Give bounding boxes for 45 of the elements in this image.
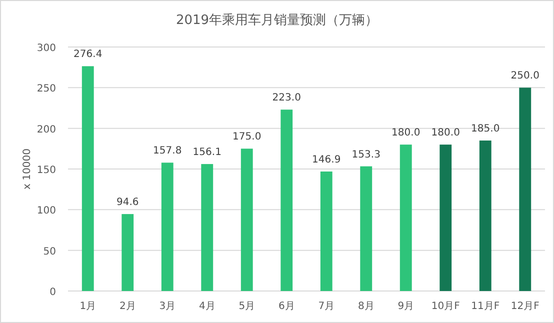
- data-label: 223.0: [272, 92, 301, 104]
- data-label: 180.0: [431, 128, 460, 139]
- data-label: 94.6: [116, 197, 139, 208]
- data-label: 146.9: [312, 154, 341, 166]
- bar: [240, 148, 253, 291]
- data-label: 185.0: [471, 124, 500, 135]
- y-tick-label: 150: [36, 165, 56, 176]
- bar: [440, 144, 452, 291]
- y-tick-label: 300: [36, 43, 56, 54]
- bar: [320, 172, 332, 291]
- bar: [201, 164, 214, 291]
- y-tick-label: 0: [50, 287, 56, 298]
- bar: [400, 144, 412, 291]
- bar: [479, 140, 492, 291]
- y-axis-title: x 10000: [22, 148, 33, 190]
- data-label: 276.4: [74, 49, 102, 60]
- x-tick-label: 11月F: [471, 301, 500, 312]
- data-label: 157.8: [153, 146, 182, 157]
- bar: [161, 162, 174, 291]
- data-label: 250.0: [510, 70, 540, 82]
- bar: [280, 110, 293, 291]
- x-tick-label: 9月: [398, 301, 414, 312]
- x-tick-label: 8月: [358, 301, 374, 312]
- x-tick-label: 1月: [80, 301, 96, 312]
- data-label: 156.1: [192, 147, 222, 158]
- bar: [122, 214, 134, 291]
- chart-title: 2019年乘用车月销量预测（万辆）: [176, 13, 378, 28]
- bar: [360, 166, 372, 291]
- x-tick-label: 7月: [318, 301, 335, 312]
- data-label: 175.0: [232, 132, 262, 143]
- x-tick-label: 4月: [198, 301, 216, 312]
- data-label: 180.0: [392, 128, 420, 139]
- x-tick-label: 6月: [278, 301, 295, 312]
- y-tick-label: 100: [36, 206, 56, 217]
- data-label: 153.3: [352, 149, 380, 160]
- x-tick-label: 3月: [159, 301, 176, 312]
- y-tick-label: 200: [36, 124, 56, 136]
- x-tick-label: 10月F: [431, 301, 460, 312]
- y-tick-label: 50: [43, 246, 56, 258]
- bar: [519, 88, 532, 291]
- x-tick-label: 2月: [119, 301, 136, 312]
- bar: [82, 66, 94, 291]
- x-tick-label: 5月: [238, 301, 256, 312]
- y-tick-label: 250: [36, 84, 56, 95]
- x-tick-label: 12月F: [510, 301, 540, 312]
